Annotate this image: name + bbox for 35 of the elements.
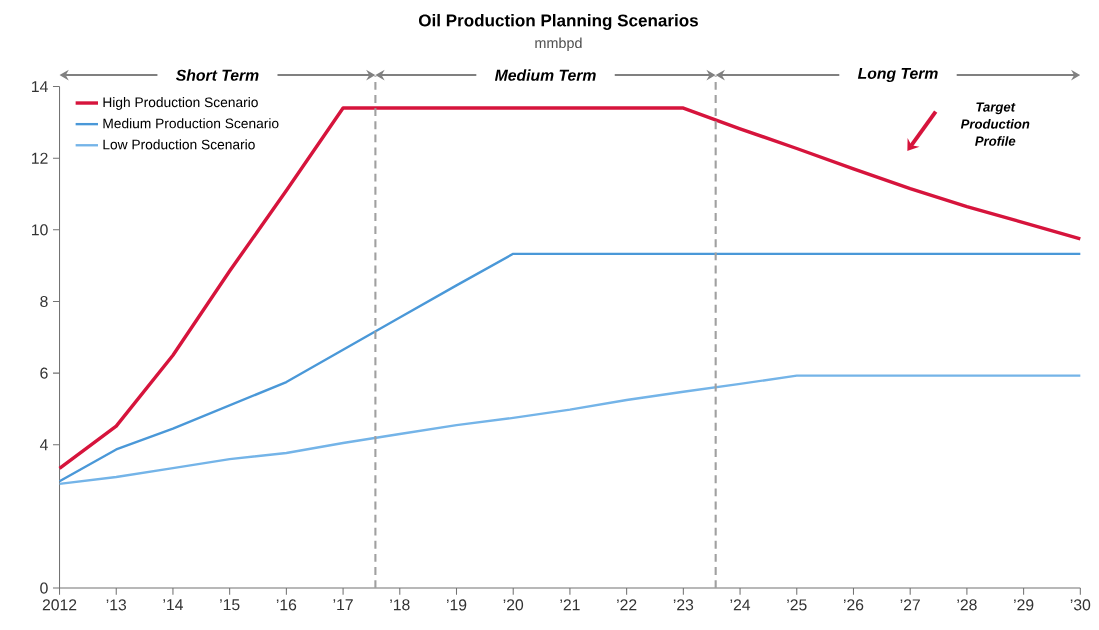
x-tick-label: ’16 [276,599,297,611]
y-tick-label: 8 [40,295,48,307]
x-tick-label: ’20 [503,599,524,611]
text: Short Term [175,69,259,81]
x-tick-label: ’18 [390,599,410,611]
x-tick-label: ’30 [1070,599,1091,611]
x-tick-label: ’24 [730,599,751,611]
x-tick-label: ’25 [787,599,807,611]
chart-subtitle: mmbpd [535,37,582,51]
x-tick-label: ’22 [617,599,637,611]
x-tick-label: ’26 [843,599,864,611]
x-tick-label: 2012 [42,599,77,611]
chart-title: Oil Production Planning Scenarios [418,13,698,30]
x-tick-label: ’14 [163,599,183,610]
y-tick-label: 6 [40,367,48,379]
legend-label: Medium Production Scenario [103,118,279,129]
y-tick-label: 12 [32,152,48,164]
x-tick-label: ’19 [446,599,467,611]
x-tick-label: ’15 [220,599,240,611]
x-tick-label: ’23 [673,599,694,611]
y-tick-label: 14 [32,80,48,92]
y-tick-label: 0 [40,582,48,594]
x-tick-label: ’17 [333,599,353,610]
text: Long Term [857,67,938,82]
legend-label: Low Production Scenario [103,139,255,150]
x-tick-label: ’27 [900,599,920,611]
y-tick-label: 10 [32,224,48,236]
y-tick-label: 4 [39,439,48,451]
legend-label: High Production Scenario [103,96,258,110]
annotation: Target Production Profile [960,102,1030,146]
text: Medium Term [494,69,596,81]
x-tick-label: ’29 [1014,599,1034,611]
x-tick-label: ’28 [957,599,977,611]
x-tick-label: ’21 [560,599,580,611]
x-tick-label: ’13 [106,599,127,611]
